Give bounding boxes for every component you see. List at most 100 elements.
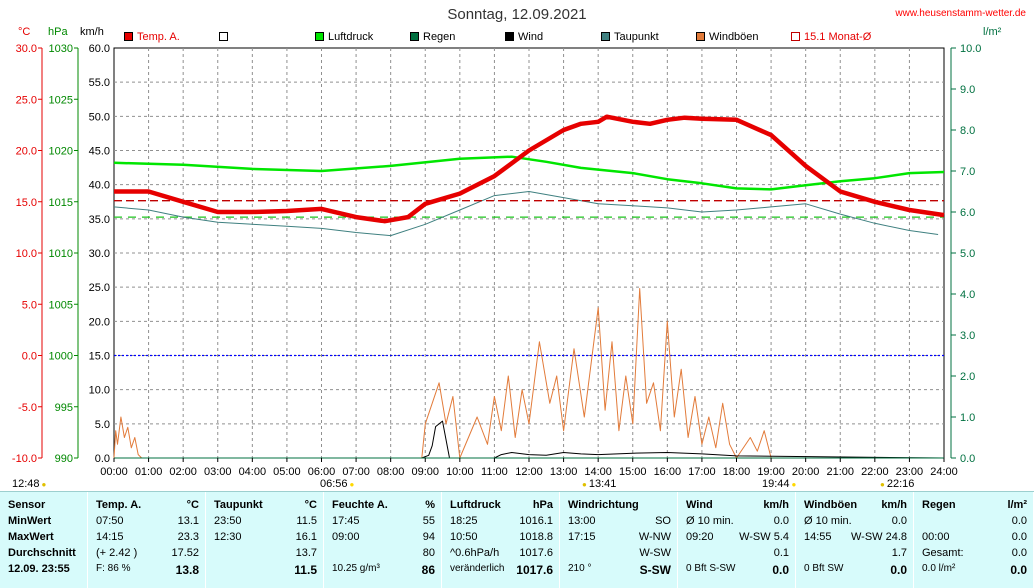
chart-title: Sonntag, 12.09.2021	[447, 6, 587, 23]
wind-tick-label: 45.0	[89, 146, 110, 158]
stats-rain-label: Gesamt:	[922, 547, 964, 559]
stats-humidity-label: 10.25 g/m³	[332, 563, 380, 574]
stats-dew-value: 11.5	[294, 563, 317, 577]
stats-rain-col: Regen l/m² 0.0 00:00 0.0 Gesamt: 0.0 0.0 l/m² 0.…	[914, 492, 1034, 588]
legend-item: Taupunkt	[601, 31, 659, 45]
stats-rain-value: 0.0	[1011, 515, 1027, 527]
rain-tick-label: 7.0	[960, 166, 975, 178]
stats-pressure-label: veränderlich	[450, 563, 505, 574]
stats-temp-value: 13.8	[175, 563, 199, 577]
time-tick-label: 19:00	[757, 466, 785, 478]
stats-dew-col: Taupunkt °C 23:50 11.5 12:30 16.1 13.7 11.5	[206, 492, 324, 588]
stats-winddir-label: 13:00	[568, 515, 596, 527]
time-tick-label: 06:00	[308, 466, 336, 478]
time-tick-label: 08:00	[377, 466, 405, 478]
legend-swatch	[315, 32, 324, 41]
stats-wind-value: 0.1	[773, 547, 789, 559]
stats-pressure-label: 18:25	[450, 515, 478, 527]
stats-sensor-header: Sensor	[8, 499, 46, 511]
stats-temp-label: (+ 2.42 )	[96, 547, 138, 559]
moonrise-icon: ●	[41, 480, 47, 489]
legend-swatch	[791, 32, 800, 41]
stats-gust-label: Ø 10 min.	[804, 515, 852, 527]
stats-wind-col: Wind km/h Ø 10 min. 0.0 09:20 W-SW 5.4 0.1 0 Bf…	[678, 492, 796, 588]
stats-row-current: 12.09. 23:55	[8, 563, 70, 575]
time-tick-label: 17:00	[688, 466, 716, 478]
astro-time-label: 06:56	[320, 478, 348, 490]
temp-tick-label: 0.0	[22, 351, 37, 363]
legend-item	[219, 31, 232, 45]
wind-tick-label: 20.0	[89, 316, 110, 328]
weather-chart: 30.0 25.0 20.0 15.0 10.0 5.0 0.0 -5.0 -10.0 1030 1…	[12, 43, 982, 478]
temp-tick-label: 15.0	[16, 197, 37, 209]
stats-humidity-label: 17:45	[332, 515, 360, 527]
stats-humidity-label: 09:00	[332, 531, 360, 543]
stats-rain-label: 0.0 l/m²	[922, 563, 956, 574]
astro-time-label: 19:44	[762, 478, 790, 490]
site-url[interactable]: www.heusenstamm-wetter.de	[895, 8, 1026, 19]
rain-tick-label: 0.0	[960, 453, 975, 465]
tick-labels: 30.0 25.0 20.0 15.0 10.0 5.0 0.0 -5.0 -10.0 1030 1…	[12, 43, 982, 478]
wind-tick-label: 50.0	[89, 111, 110, 123]
time-tick-label: 24:00	[930, 466, 958, 478]
wind-tick-label: 40.0	[89, 180, 110, 192]
pressure-tick-label: 990	[55, 453, 73, 465]
stats-winddir-value: W-NW	[638, 531, 671, 543]
stats-winddir-label: 210 °	[568, 563, 592, 574]
stats-gust-value: 0.0	[891, 515, 907, 527]
time-tick-label: 23:00	[896, 466, 924, 478]
stats-dew-value: 16.1	[295, 531, 317, 543]
time-tick-label: 05:00	[273, 466, 301, 478]
stats-dew-unit: °C	[304, 499, 317, 511]
sunrise-icon: ●	[349, 480, 355, 489]
legend-label: 15.1 Monat-Ø	[804, 31, 872, 43]
stats-gust-header: Windböen	[804, 499, 858, 511]
rain-tick-label: 6.0	[960, 207, 975, 219]
wind-tick-label: 0.0	[95, 453, 110, 465]
reference-lines	[114, 216, 944, 357]
stats-dew-label: 23:50	[214, 515, 242, 527]
temp-tick-label: 25.0	[16, 94, 37, 106]
pressure-unit: hPa	[48, 26, 68, 38]
temp-tick-label: 30.0	[16, 43, 37, 55]
stats-winddir-col: Windrichtung 13:00 SO 17:15 W-NW W-SW 210 ° S-S…	[560, 492, 678, 588]
wind-tick-label: 10.0	[89, 385, 110, 397]
stats-sensor-col: Sensor MinWert MaxWert Durchschnitt 12.0…	[0, 492, 88, 588]
stats-temp-value: 13.1	[177, 515, 199, 527]
astro-moon-transit: ● 13:41	[580, 478, 616, 490]
legend-item: Temp. A.	[124, 31, 180, 45]
rain-tick-label: 4.0	[960, 289, 975, 301]
time-tick-label: 13:00	[550, 466, 578, 478]
rain-tick-label: 3.0	[960, 330, 975, 342]
stats-gust-unit: km/h	[881, 499, 907, 511]
stats-pressure-label: ^0.6hPa/h	[450, 547, 500, 559]
legend-label: Temp. A.	[137, 31, 180, 43]
stats-wind-value: 0.0	[772, 563, 789, 577]
sunset-icon: ●	[791, 480, 797, 489]
stats-temp-label: F: 86 %	[96, 563, 131, 574]
stats-temp-label: 07:50	[96, 515, 124, 527]
time-tick-label: 18:00	[723, 466, 751, 478]
wind-tick-label: 25.0	[89, 282, 110, 294]
astro-moonrise: 12:48 ●	[12, 478, 48, 490]
pressure-tick-label: 1000	[49, 351, 73, 363]
stats-row-max: MaxWert	[8, 531, 54, 543]
legend-item: Windböen	[696, 31, 759, 45]
stats-gust-col: Windböen km/h Ø 10 min. 0.0 14:55 W-SW 24.8 1.…	[796, 492, 914, 588]
astro-sunrise: 06:56 ●	[320, 478, 356, 490]
legend-item: Luftdruck	[315, 31, 373, 45]
legend-swatch	[505, 32, 514, 41]
stats-pressure-value: 1017.6	[519, 547, 553, 559]
stats-pressure-unit: hPa	[532, 499, 553, 511]
stats-dew-header: Taupunkt	[214, 499, 263, 511]
temp-unit: °C	[18, 26, 31, 38]
stats-winddir-value: W-SW	[639, 547, 671, 559]
stats-temp-value: 23.3	[177, 531, 199, 543]
pressure-tick-label: 1030	[49, 43, 73, 55]
legend-item: Wind	[505, 31, 543, 45]
legend-swatch	[696, 32, 705, 41]
time-tick-label: 20:00	[792, 466, 820, 478]
stats-wind-label: Ø 10 min.	[686, 515, 734, 527]
legend-label: Taupunkt	[614, 31, 659, 43]
temp-tick-label: 10.0	[16, 248, 37, 260]
